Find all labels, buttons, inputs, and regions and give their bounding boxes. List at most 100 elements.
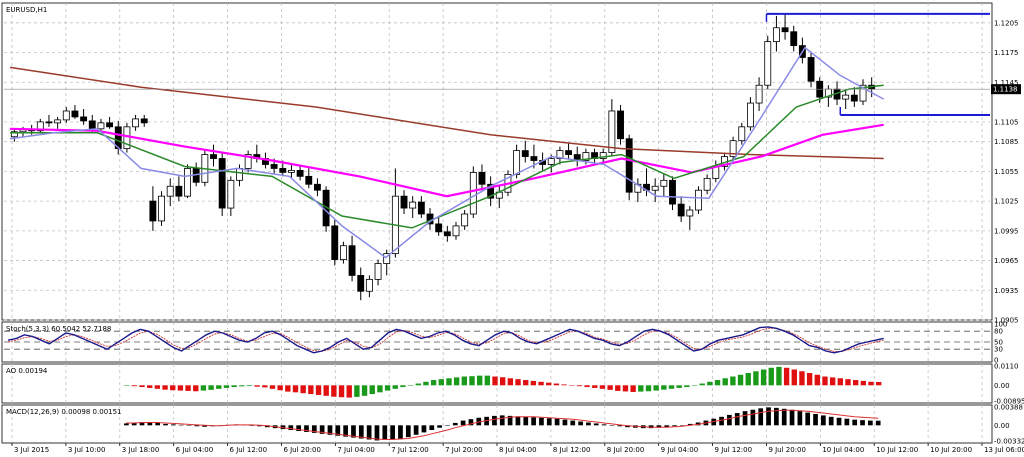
macd-bar	[155, 422, 161, 426]
stoch-line	[7, 326, 884, 354]
candle-body	[417, 201, 425, 215]
ao-bar	[354, 385, 360, 397]
price-tick-label: 1.1205	[994, 19, 1019, 27]
ao-bar	[783, 367, 790, 386]
candle-body	[530, 156, 538, 161]
ao-bar	[423, 381, 429, 386]
ao-bar	[638, 385, 644, 392]
candle-body	[305, 175, 313, 185]
ao-bar	[730, 376, 736, 386]
candle-body	[54, 119, 62, 124]
macd-bar	[358, 425, 364, 439]
macd-bar	[656, 425, 662, 428]
time-tick-label: 3 Jul 10:00	[68, 446, 106, 454]
ao-bar	[461, 376, 468, 386]
macd-bar	[805, 412, 811, 426]
candle-body	[513, 150, 521, 175]
candle-body	[695, 189, 702, 211]
candle-body	[227, 179, 235, 209]
ao-bar	[200, 385, 207, 391]
candle-body	[236, 168, 243, 181]
ao-bar	[515, 379, 521, 386]
candle-body	[582, 152, 590, 161]
ao-tick-label: 0.00	[994, 382, 1010, 390]
time-tick-label: 10 Jul 04:00	[822, 446, 864, 454]
ao-bar	[553, 383, 560, 386]
ao-bar	[499, 377, 506, 386]
time-tick-label: 9 Jul 04:00	[661, 446, 699, 454]
ao-bar	[262, 385, 268, 388]
ao-bar	[676, 385, 682, 388]
macd-bar	[288, 425, 294, 431]
candle-body	[175, 185, 183, 197]
ao-bar	[162, 385, 168, 390]
candle-body	[62, 110, 70, 121]
macd-bar	[531, 417, 536, 426]
macd-bar	[766, 407, 771, 426]
ao-bar	[722, 378, 728, 386]
candle-body	[746, 102, 754, 128]
ao-bar	[139, 385, 145, 388]
macd-bar	[460, 420, 466, 426]
macd-bar	[750, 409, 756, 426]
price-tick-label: 1.1085	[994, 138, 1019, 146]
ao-bar	[154, 385, 161, 389]
candle-body	[88, 120, 96, 130]
candle-body	[729, 140, 737, 157]
candle-body	[781, 27, 789, 33]
macd-bar	[311, 425, 317, 433]
time-tick-label: 3 Jul 18:00	[122, 446, 160, 454]
candle-body	[409, 201, 417, 209]
ao-bar	[576, 385, 583, 387]
ao-bar	[346, 385, 352, 398]
time-tick-label: 3 Jul 2015	[14, 446, 49, 454]
time-tick-label: 10 Jul 12:00	[876, 446, 918, 454]
candle-body	[617, 110, 624, 140]
macd-bar	[836, 417, 842, 426]
ao-bar	[845, 379, 851, 386]
candle-body	[807, 57, 815, 82]
macd-bar	[758, 408, 764, 426]
time-tick-label: 8 Jul 20:00	[607, 446, 645, 454]
macd-bar	[124, 423, 129, 426]
macd-bar	[781, 408, 787, 426]
candle-body	[764, 41, 772, 86]
macd-bar	[437, 425, 442, 428]
candle-body	[599, 152, 607, 159]
candle-body	[184, 168, 191, 197]
ao-bar	[507, 378, 514, 386]
ao-bar	[392, 385, 398, 389]
time-tick-label: 7 Jul 04:00	[337, 446, 375, 454]
candle-body	[521, 150, 529, 157]
ao-bar	[308, 385, 314, 395]
macd-bar	[860, 420, 865, 426]
macd-bar	[413, 425, 419, 435]
candle-body	[210, 154, 217, 159]
price-tick-label: 1.1175	[994, 49, 1019, 57]
candle-body	[331, 225, 339, 260]
candle-body	[97, 122, 105, 130]
ao-bar	[653, 385, 659, 391]
candle-body	[313, 183, 321, 191]
macd-bar	[586, 422, 591, 426]
candle-body	[790, 31, 798, 46]
candle-body	[400, 195, 408, 209]
macd-bar	[335, 425, 341, 436]
macd-bar	[875, 420, 881, 426]
price-tick-label: 1.1025	[994, 198, 1019, 206]
candle-body	[651, 185, 659, 191]
stoch-title: Stoch(5,3,3) 60.5042 52.7188	[6, 325, 111, 333]
candle-body	[547, 158, 555, 165]
candle-body	[270, 164, 278, 169]
macd-bar	[429, 425, 435, 431]
price-tick-label: 1.0965	[994, 257, 1019, 265]
macd-bar	[554, 418, 560, 426]
macd-bar	[366, 425, 372, 440]
macd-bar	[727, 414, 732, 426]
candle-body	[703, 177, 711, 191]
ao-bar	[476, 375, 483, 386]
chart-title: EURUSD,H1	[6, 6, 47, 14]
macd-tick-label: 0.00	[994, 422, 1010, 430]
ao-bar	[338, 385, 345, 398]
ao-bar	[561, 384, 567, 386]
